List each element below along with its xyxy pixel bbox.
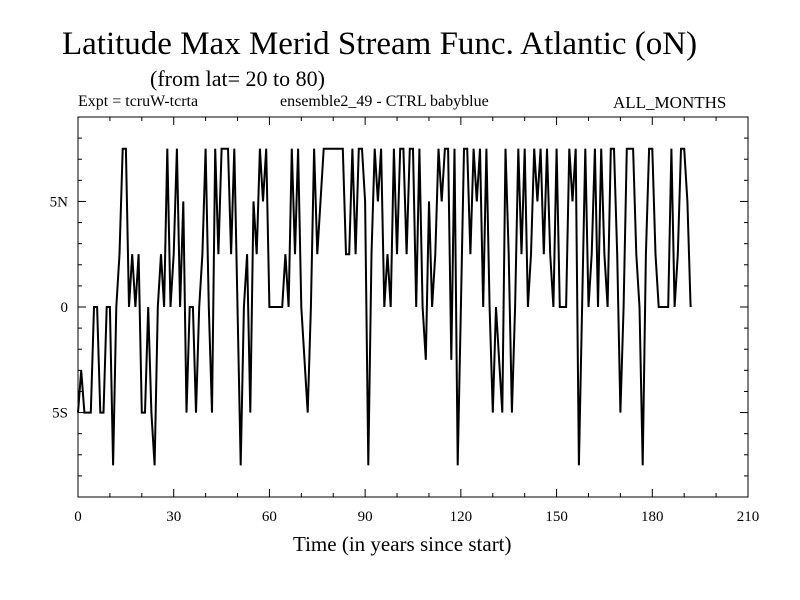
series-line-lat-max (77, 147, 692, 466)
x-tick-label: 90 (358, 509, 373, 525)
y-tick-label: 5S (52, 406, 68, 422)
x-tick-label: 150 (545, 509, 568, 525)
axis-ticks (77, 117, 749, 497)
experiment-label: Expt = tcruW-tcrta (78, 93, 199, 110)
y-tick-label: 5N (50, 194, 69, 210)
x-axis-label: Time (in years since start) (293, 532, 512, 556)
x-tick-label: 120 (450, 509, 473, 525)
tick-labels: 0 30 60 90 120 150 180 210 5S 0 5N (50, 194, 760, 525)
ensemble-label: ensemble2_49 - CTRL babyblue (280, 93, 489, 110)
x-tick-label: 30 (166, 509, 181, 525)
x-tick-label: 210 (737, 509, 760, 525)
x-tick-label: 60 (262, 509, 277, 525)
chart-title: Latitude Max Merid Stream Func. Atlantic… (62, 26, 698, 62)
x-tick-label: 180 (641, 509, 664, 525)
chart-subtitle: (from lat= 20 to 80) (150, 66, 325, 91)
x-tick-label: 0 (74, 509, 82, 525)
y-tick-label: 0 (61, 300, 69, 316)
months-label: ALL_MONTHS (613, 93, 727, 112)
